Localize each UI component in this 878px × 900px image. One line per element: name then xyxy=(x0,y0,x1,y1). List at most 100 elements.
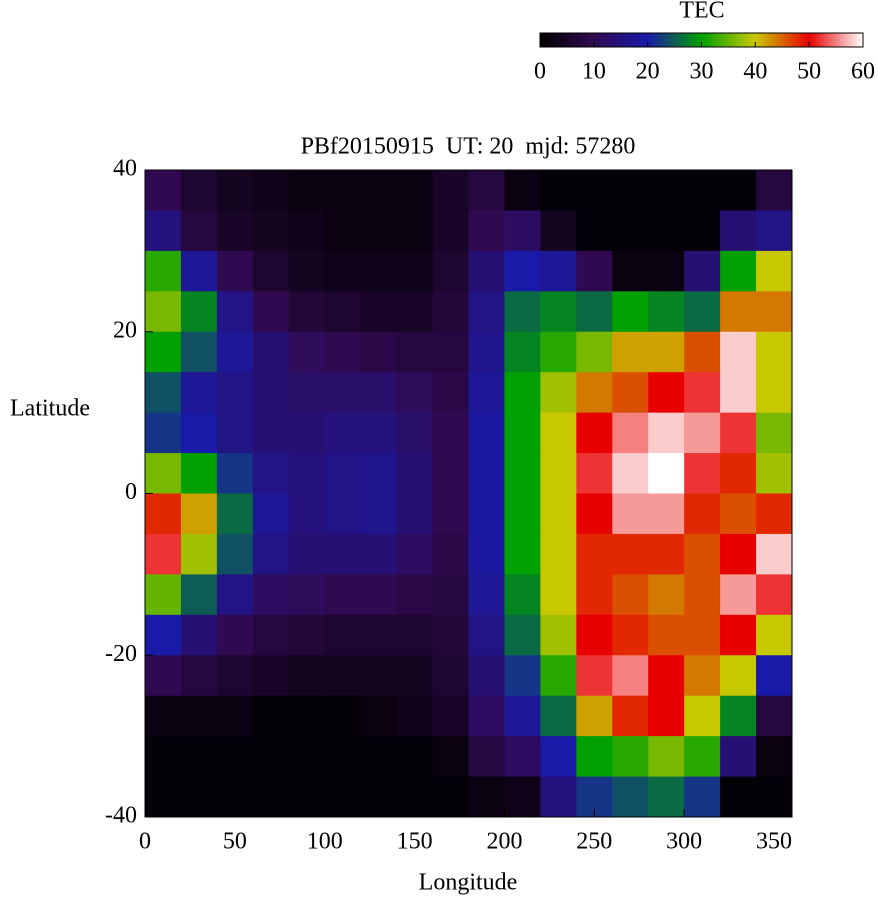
heatmap-cell xyxy=(216,736,254,778)
heatmap-cell xyxy=(324,776,362,818)
heatmap-cell xyxy=(180,170,218,211)
heatmap-cell xyxy=(360,453,398,494)
heatmap-cell xyxy=(396,695,434,737)
heatmap-cell xyxy=(252,736,290,778)
heatmap-cell xyxy=(288,493,326,535)
heatmap-cell xyxy=(468,574,505,616)
heatmap-cell xyxy=(648,776,685,818)
heatmap-cell xyxy=(396,210,434,252)
heatmap-cell xyxy=(432,412,469,454)
heatmap-cell xyxy=(216,493,254,535)
heatmap-cell xyxy=(288,655,326,697)
heatmap-cell xyxy=(360,412,398,454)
heatmap-cell xyxy=(396,655,434,697)
heatmap-cell xyxy=(612,331,649,373)
heatmap-cell xyxy=(145,170,182,211)
heatmap-cell xyxy=(216,614,254,656)
heatmap-cell xyxy=(324,372,362,414)
heatmap-cell xyxy=(180,533,218,575)
heatmap-cell xyxy=(180,453,218,494)
heatmap-cell xyxy=(216,533,254,575)
heatmap-cell xyxy=(288,574,326,616)
heatmap-cell xyxy=(504,574,541,616)
heatmap-cell xyxy=(576,372,613,414)
heatmap-cell xyxy=(396,453,434,494)
heatmap-cell xyxy=(145,493,182,535)
heatmap-cell xyxy=(145,412,182,454)
heatmap-cell xyxy=(252,331,290,373)
heatmap-cell xyxy=(252,453,290,494)
colorbar-tick-label: 0 xyxy=(534,59,546,85)
heatmap-cell xyxy=(360,776,398,818)
heatmap-cell xyxy=(360,372,398,414)
heatmap-cell xyxy=(684,210,721,252)
heatmap-cell xyxy=(252,210,290,252)
heatmap-cell xyxy=(540,533,577,575)
heatmap-cell xyxy=(468,655,505,697)
heatmap-cell xyxy=(468,412,505,454)
heatmap-cell xyxy=(504,412,541,454)
heatmap-cell xyxy=(288,331,326,373)
heatmap-cell xyxy=(648,331,685,373)
heatmap-cell xyxy=(432,291,469,333)
heatmap-cell xyxy=(756,574,793,616)
heatmap-cell xyxy=(145,372,182,414)
heatmap-cell xyxy=(180,493,218,535)
heatmap-cell xyxy=(648,655,685,697)
heatmap-cell xyxy=(324,170,362,211)
heatmap-cell xyxy=(684,291,721,333)
heatmap-cell xyxy=(648,291,685,333)
heatmap-cell xyxy=(324,412,362,454)
heatmap-cell xyxy=(396,291,434,333)
heatmap-cell xyxy=(288,250,326,292)
heatmap-cell xyxy=(684,655,721,697)
heatmap-cell xyxy=(396,372,434,414)
heatmap-cell xyxy=(720,533,757,575)
heatmap-cell xyxy=(360,655,398,697)
heatmap-cell xyxy=(720,736,757,778)
heatmap-cell xyxy=(324,250,362,292)
heatmap-cell xyxy=(324,614,362,656)
heatmap-cell xyxy=(468,170,505,211)
heatmap-cell xyxy=(180,695,218,737)
heatmap-cell xyxy=(576,614,613,656)
heatmap-cell xyxy=(252,291,290,333)
heatmap-cell xyxy=(612,614,649,656)
heatmap-cell xyxy=(216,453,254,494)
colorbar-tick-label: 20 xyxy=(636,59,660,85)
heatmap-cell xyxy=(145,614,182,656)
heatmap-cell xyxy=(432,776,469,818)
heatmap-cell xyxy=(145,655,182,697)
heatmap-cell xyxy=(540,331,577,373)
heatmap-cell xyxy=(720,210,757,252)
y-tick-label: -40 xyxy=(105,803,137,829)
heatmap-cell xyxy=(720,453,757,494)
colorbar-tick-label: 30 xyxy=(690,59,714,85)
heatmap-cell xyxy=(468,250,505,292)
heatmap-cell xyxy=(252,655,290,697)
heatmap-cell xyxy=(324,291,362,333)
heatmap-cell xyxy=(756,695,793,737)
heatmap-cell xyxy=(252,695,290,737)
heatmap-cell xyxy=(432,614,469,656)
heatmap-cell xyxy=(612,412,649,454)
heatmap-cell xyxy=(324,331,362,373)
heatmap-cell xyxy=(720,655,757,697)
heatmap-cell xyxy=(252,250,290,292)
heatmap-cell xyxy=(180,412,218,454)
heatmap-cell xyxy=(684,453,721,494)
heatmap-cell xyxy=(612,453,649,494)
heatmap-cell xyxy=(432,453,469,494)
heatmap-cell xyxy=(720,493,757,535)
heatmap-cell xyxy=(288,453,326,494)
heatmap-cell xyxy=(468,291,505,333)
heatmap-cell xyxy=(576,695,613,737)
y-tick-label: 40 xyxy=(113,156,137,182)
heatmap-cell xyxy=(720,574,757,616)
heatmap-cell xyxy=(396,331,434,373)
heatmap-cell xyxy=(576,736,613,778)
colorbar-tick-label: 10 xyxy=(582,59,606,85)
heatmap-cell xyxy=(684,331,721,373)
heatmap-cell xyxy=(612,372,649,414)
heatmap-cell xyxy=(576,291,613,333)
